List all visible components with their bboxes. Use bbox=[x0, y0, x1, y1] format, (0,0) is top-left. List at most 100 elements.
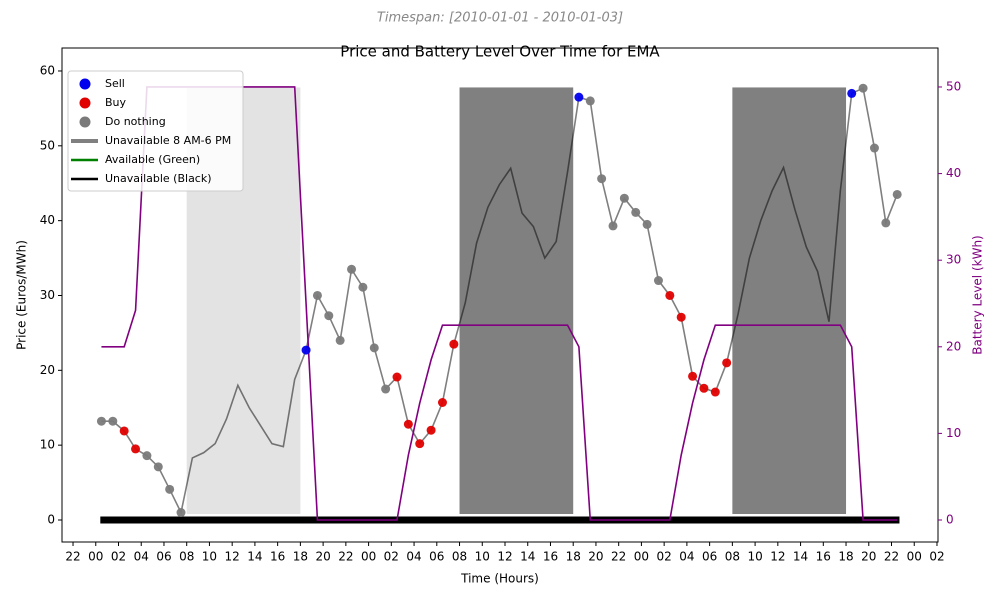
x-tick-label: 02 bbox=[111, 550, 126, 564]
chart-subtitle: Timespan: [2010-01-01 - 2010-01-03] bbox=[377, 11, 623, 26]
action-marker bbox=[381, 384, 391, 394]
x-tick-label: 18 bbox=[838, 550, 853, 564]
y-tick-label: 10 bbox=[40, 438, 55, 452]
action-marker bbox=[142, 451, 152, 461]
action-marker bbox=[619, 193, 629, 203]
x-tick-label: 12 bbox=[497, 550, 512, 564]
action-marker bbox=[608, 221, 618, 231]
x-tick-label: 16 bbox=[543, 550, 558, 564]
y-tick-label: 30 bbox=[40, 288, 55, 302]
action-marker bbox=[108, 416, 118, 426]
action-marker bbox=[392, 372, 402, 382]
action-marker bbox=[574, 92, 584, 102]
action-marker bbox=[688, 371, 698, 381]
action-marker bbox=[858, 83, 868, 93]
action-marker bbox=[312, 290, 322, 300]
unavailable-window bbox=[459, 87, 574, 515]
y2-tick-label: 30 bbox=[946, 253, 961, 267]
x-tick-label: 10 bbox=[747, 550, 762, 564]
price-line bbox=[101, 87, 898, 515]
x-tick-label: 14 bbox=[520, 550, 535, 564]
x-tick-label: 16 bbox=[270, 550, 285, 564]
x-tick-label: 00 bbox=[907, 550, 922, 564]
chart-title: Price and Battery Level Over Time for EM… bbox=[340, 43, 660, 61]
y2-tick-label: 10 bbox=[946, 426, 961, 440]
action-marker bbox=[437, 398, 447, 408]
action-marker bbox=[722, 358, 732, 368]
x-tick-label: 00 bbox=[361, 550, 376, 564]
legend-label: Unavailable 8 AM-6 PM bbox=[105, 134, 231, 147]
x-tick-label: 12 bbox=[770, 550, 785, 564]
action-marker bbox=[119, 426, 129, 436]
x-tick-label: 06 bbox=[702, 550, 717, 564]
x-tick-label: 04 bbox=[134, 550, 149, 564]
x-tick-label: 08 bbox=[452, 550, 467, 564]
action-marker bbox=[301, 345, 311, 355]
action-marker bbox=[96, 416, 106, 426]
x-tick-label: 22 bbox=[884, 550, 899, 564]
y-axis-label: Price (Euros/MWh) bbox=[15, 240, 29, 350]
action-marker bbox=[324, 311, 334, 321]
x-tick-label: 22 bbox=[611, 550, 626, 564]
unavailable-window bbox=[732, 87, 847, 515]
action-marker bbox=[847, 88, 857, 98]
x-tick-label: 04 bbox=[406, 550, 421, 564]
action-marker bbox=[585, 96, 595, 106]
action-marker bbox=[597, 174, 607, 184]
action-marker bbox=[176, 508, 186, 518]
legend-box bbox=[67, 70, 244, 192]
action-marker bbox=[426, 425, 436, 435]
x-tick-label: 22 bbox=[338, 550, 353, 564]
x-tick-label: 16 bbox=[816, 550, 831, 564]
x-axis-label: Time (Hours) bbox=[460, 572, 539, 586]
y2-tick-label: 50 bbox=[946, 79, 961, 93]
y2-axis-label: Battery Level (kWh) bbox=[971, 235, 985, 355]
x-tick-label: 14 bbox=[793, 550, 808, 564]
legend-marker bbox=[79, 78, 91, 90]
action-marker bbox=[165, 484, 175, 494]
action-marker bbox=[131, 444, 141, 454]
y-tick-label: 20 bbox=[40, 363, 55, 377]
x-tick-label: 08 bbox=[725, 550, 740, 564]
action-marker bbox=[710, 387, 720, 397]
legend-marker bbox=[79, 116, 91, 128]
action-marker bbox=[892, 189, 902, 199]
x-tick-label: 02 bbox=[929, 550, 944, 564]
x-tick-label: 02 bbox=[384, 550, 399, 564]
action-marker bbox=[415, 439, 425, 449]
x-tick-label: 18 bbox=[566, 550, 581, 564]
x-tick-label: 20 bbox=[861, 550, 876, 564]
y-tick-label: 60 bbox=[40, 63, 55, 77]
action-marker bbox=[449, 339, 459, 349]
action-marker bbox=[347, 264, 357, 274]
y2-tick-label: 40 bbox=[946, 166, 961, 180]
x-tick-label: 00 bbox=[88, 550, 103, 564]
y-tick-label: 40 bbox=[40, 213, 55, 227]
x-tick-label: 12 bbox=[225, 550, 240, 564]
y2-tick-label: 0 bbox=[946, 513, 954, 527]
x-tick-label: 10 bbox=[475, 550, 490, 564]
x-tick-label: 06 bbox=[429, 550, 444, 564]
legend-label: Buy bbox=[105, 96, 127, 109]
legend-label: Unavailable (Black) bbox=[105, 172, 212, 185]
x-tick-label: 02 bbox=[657, 550, 672, 564]
action-marker bbox=[676, 312, 686, 322]
x-tick-label: 18 bbox=[293, 550, 308, 564]
legend: Sell Buy Do nothing Unavailable 8 AM-6 PM Av… bbox=[67, 70, 244, 192]
action-marker bbox=[631, 207, 641, 217]
x-tick-label: 04 bbox=[679, 550, 694, 564]
legend-label: Sell bbox=[105, 77, 125, 90]
y2-tick-label: 20 bbox=[946, 339, 961, 353]
action-marker bbox=[358, 282, 368, 292]
action-marker bbox=[369, 343, 379, 353]
action-marker bbox=[699, 383, 709, 393]
action-marker bbox=[642, 219, 652, 229]
x-tick-label: 20 bbox=[588, 550, 603, 564]
x-tick-label: 20 bbox=[315, 550, 330, 564]
x-tick-label: 14 bbox=[247, 550, 262, 564]
legend-label: Available (Green) bbox=[105, 153, 200, 166]
x-tick-label: 22 bbox=[65, 550, 80, 564]
action-marker bbox=[153, 462, 163, 472]
x-tick-label: 08 bbox=[179, 550, 194, 564]
